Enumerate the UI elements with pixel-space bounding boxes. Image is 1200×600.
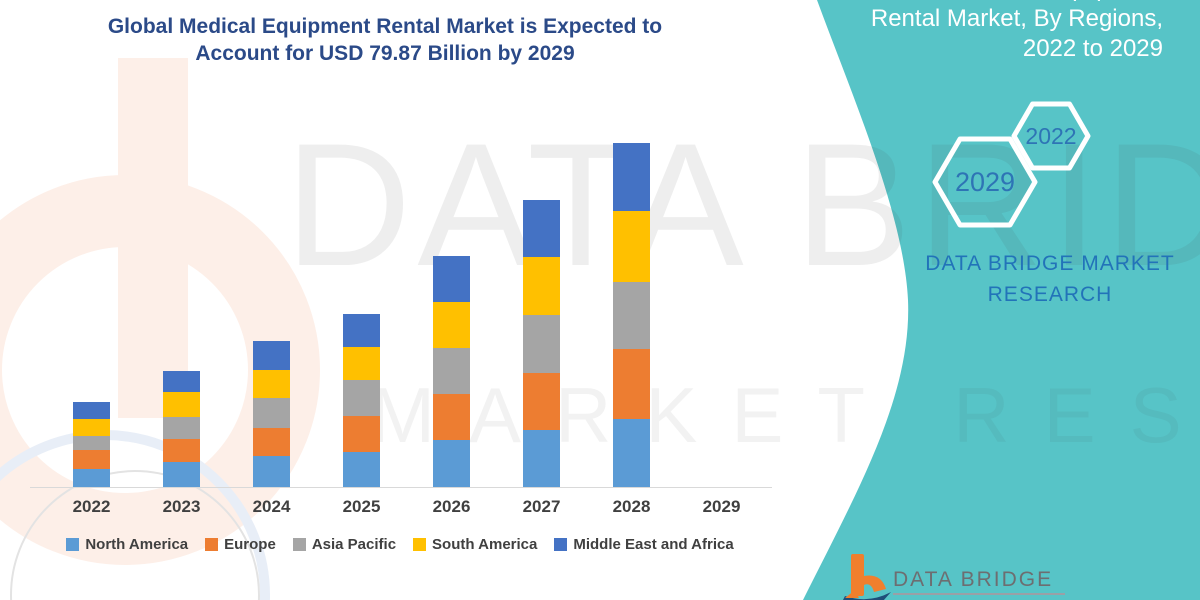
bar-segment-2025-middle-east-and-africa	[343, 314, 380, 347]
legend-swatch	[66, 538, 80, 551]
bar-segment-2026-asia-pacific	[433, 348, 470, 394]
hexagon-2029-year: 2029	[955, 167, 1015, 197]
bar-segment-2026-north-america	[433, 440, 470, 487]
bar-segment-2022-asia-pacific	[73, 436, 110, 450]
legend-item-europe: Europe	[205, 536, 276, 553]
x-tick-2027: 2027	[522, 497, 561, 516]
hexagon-2029	[932, 136, 1038, 228]
panel-heading: Global Medical Equipment Rental Market, …	[871, 0, 1163, 64]
bar-segment-2022-south-america	[73, 419, 110, 436]
panel-brand-line2: RESEARCH	[987, 283, 1113, 306]
bar-segment-2027-middle-east-and-africa	[523, 200, 560, 257]
bar-segment-2027-south-america	[523, 257, 560, 315]
bar-2028	[613, 143, 650, 487]
bar-segment-2025-north-america	[343, 452, 380, 487]
bar-segment-2028-europe	[613, 349, 650, 419]
bar-segment-2023-asia-pacific	[163, 417, 200, 439]
bar-segment-2025-asia-pacific	[343, 380, 380, 416]
x-tick-2029: 2029	[702, 497, 741, 516]
hexagon-2022-year: 2022	[1025, 123, 1076, 149]
footer-logo: DATA BRIDGE MARKET RESEARCH	[843, 552, 1103, 600]
footer-brand-text: DATA BRIDGE	[893, 568, 1054, 591]
bar-segment-2023-north-america	[163, 462, 200, 487]
x-axis-line	[30, 487, 772, 488]
bar-segment-2024-north-america	[253, 456, 290, 487]
watermark-text-2: MARKET RESEARCH	[370, 371, 1200, 459]
bar-segment-2024-middle-east-and-africa	[253, 341, 290, 370]
x-tick-2025: 2025	[342, 497, 381, 516]
bar-segment-2028-south-america	[613, 211, 650, 282]
x-tick-2023: 2023	[162, 497, 201, 516]
legend-label: Asia Pacific	[311, 536, 397, 553]
x-tick-2024: 2024	[252, 497, 291, 516]
bar-segment-2023-middle-east-and-africa	[163, 371, 200, 392]
bar-segment-2027-north-america	[523, 430, 560, 487]
bar-2023	[163, 371, 200, 487]
panel-heading-line3: 2022 to 2029	[1022, 35, 1163, 62]
bar-segment-2028-middle-east-and-africa	[613, 143, 650, 211]
plot-area	[30, 120, 775, 487]
legend-label: Middle East and Africa	[573, 536, 734, 553]
bar-2025	[343, 314, 380, 487]
bar-segment-2025-europe	[343, 416, 380, 452]
hexagons-graphic: 2029 2022	[932, 101, 1091, 228]
bar-segment-2027-europe	[523, 373, 560, 430]
hexagon-2022	[1011, 101, 1091, 171]
chart-legend: North America Europe Asia Pacific South Ame…	[20, 536, 780, 553]
bar-2024	[253, 341, 290, 487]
x-axis-labels: 2022 2023 2024 2025 2026 2027 2028 2029	[30, 497, 775, 519]
panel-brand: DATA BRIDGE MARKET RESEARCH	[905, 248, 1195, 310]
legend-item-south-america: South America	[413, 536, 537, 553]
legend-item-north-america: North America	[66, 536, 188, 553]
x-tick-2022: 2022	[72, 497, 111, 516]
legend-swatch	[292, 538, 306, 551]
panel-heading-line1-clipped: Global Medical Equipment	[871, 0, 1163, 4]
legend-swatch	[554, 538, 568, 551]
legend-label: North America	[85, 536, 189, 553]
footer-rule	[893, 593, 1065, 595]
bar-segment-2022-europe	[73, 450, 110, 469]
bar-segment-2026-middle-east-and-africa	[433, 256, 470, 302]
bar-segment-2024-south-america	[253, 370, 290, 398]
chart-title: Global Medical Equipment Rental Market i…	[107, 15, 663, 65]
legend-swatch	[205, 538, 219, 551]
bar-segment-2024-asia-pacific	[253, 398, 290, 428]
data-bridge-logo-icon	[843, 554, 891, 600]
panel-heading-line2: Rental Market, By Regions,	[870, 5, 1163, 32]
bar-2022	[73, 402, 110, 487]
legend-swatch	[413, 538, 427, 551]
bar-segment-2026-europe	[433, 394, 470, 440]
legend-label: Europe	[224, 536, 276, 553]
legend-label: South America	[432, 536, 538, 553]
bar-2026	[433, 256, 470, 487]
bar-segment-2023-europe	[163, 439, 200, 462]
x-tick-2026: 2026	[432, 497, 471, 516]
bar-segment-2022-middle-east-and-africa	[73, 402, 110, 419]
legend-item-asia-pacific: Asia Pacific	[292, 536, 397, 553]
bar-segment-2022-north-america	[73, 469, 110, 487]
bar-segment-2028-north-america	[613, 419, 650, 487]
legend-item-middle-east-and-africa: Middle East and Africa	[554, 536, 734, 553]
bar-segment-2023-south-america	[163, 392, 200, 417]
footer-sub-text-clipped: MARKET RESEARCH	[895, 597, 1082, 600]
x-tick-2028: 2028	[612, 497, 651, 516]
bar-segment-2027-asia-pacific	[523, 315, 560, 373]
bar-segment-2024-europe	[253, 428, 290, 456]
bar-segment-2028-asia-pacific	[613, 282, 650, 349]
panel-brand-line1: DATA BRIDGE MARKET	[925, 252, 1175, 275]
bar-2027	[523, 200, 560, 487]
bar-segment-2025-south-america	[343, 347, 380, 380]
bar-segment-2026-south-america	[433, 302, 470, 348]
